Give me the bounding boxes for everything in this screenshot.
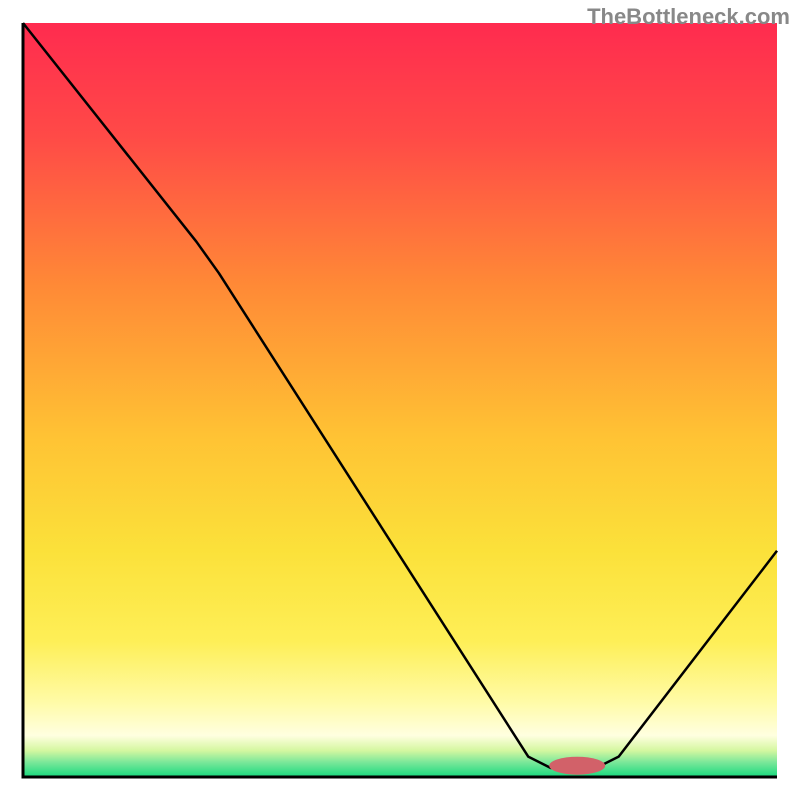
bottleneck-chart: TheBottleneck.com xyxy=(0,0,800,800)
chart-svg xyxy=(0,0,800,800)
optimal-marker xyxy=(549,757,605,775)
plot-background xyxy=(23,23,777,777)
watermark-text: TheBottleneck.com xyxy=(587,4,790,30)
